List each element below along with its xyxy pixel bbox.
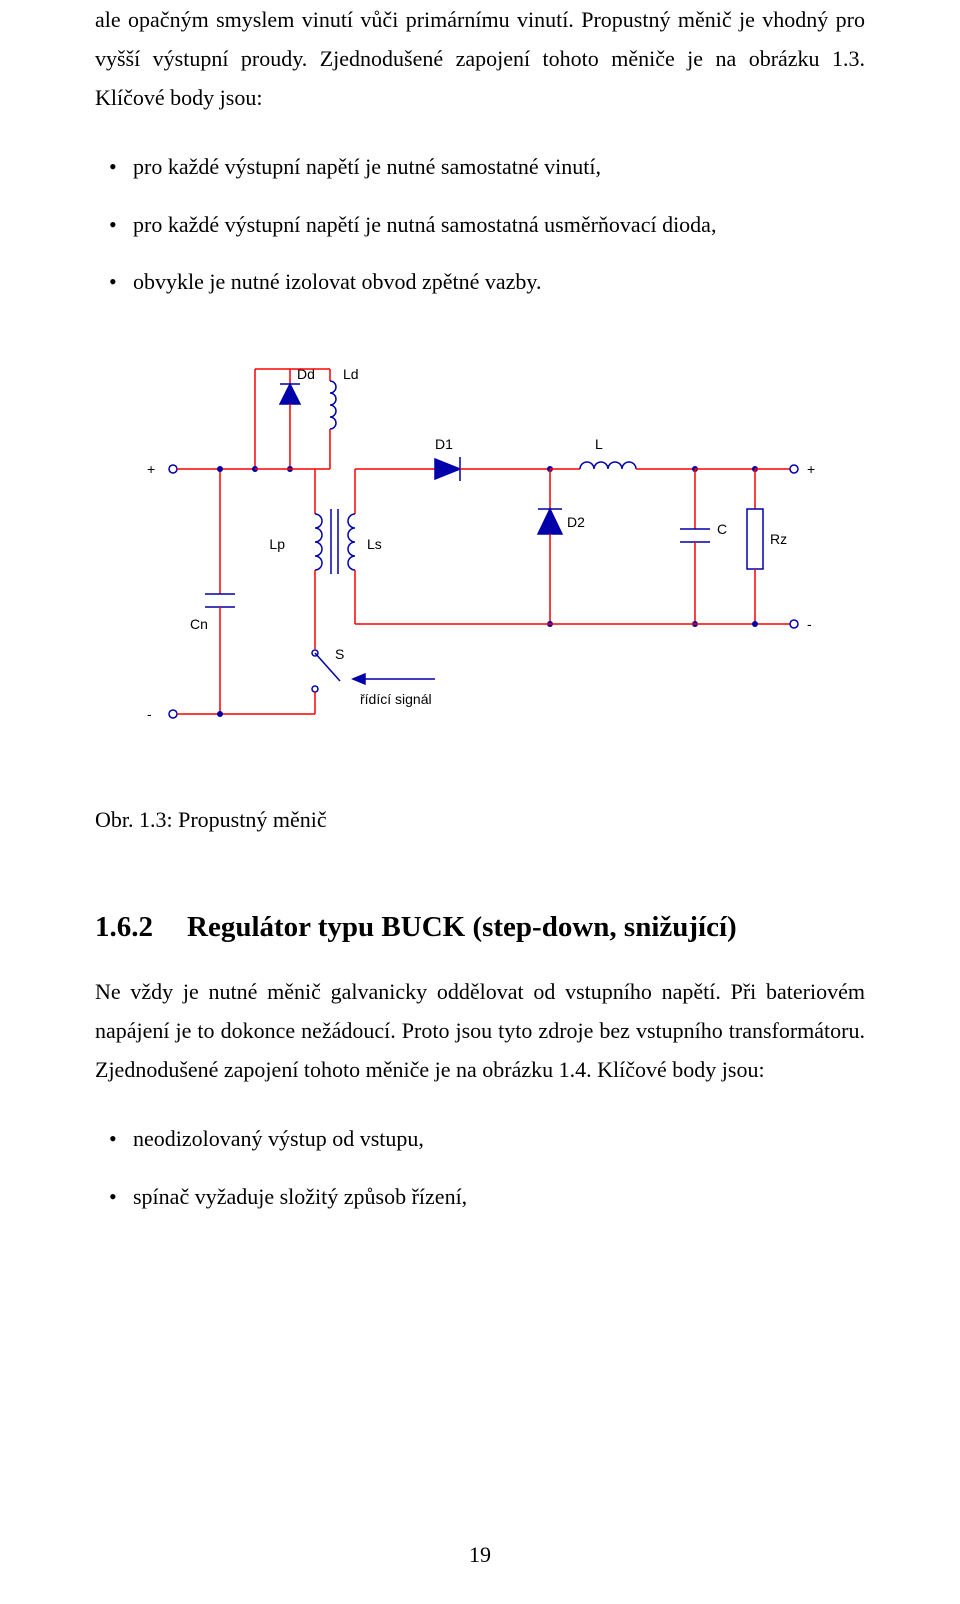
list-item: spínač vyžaduje složitý způsob řízení, [95, 1177, 865, 1216]
section-heading: 1.6.2 Regulátor typu BUCK (step-down, sni… [95, 911, 865, 944]
label-c: C [717, 521, 727, 537]
page: ale opačným smyslem vinutí vůči primární… [0, 0, 960, 1604]
inductor-coil [330, 381, 336, 429]
paragraph-1: ale opačným smyslem vinutí vůči primární… [95, 0, 865, 117]
label-d2: D2 [567, 514, 585, 530]
section-title: Regulátor typu BUCK (step-down, snižujíc… [187, 911, 737, 943]
diode-triangle [280, 384, 300, 404]
list-item: neodizolovaný výstup od vstupu, [95, 1119, 865, 1158]
label-plus-right: + [807, 461, 815, 477]
node-dot [752, 621, 758, 627]
bullet-list-1: pro každé výstupní napětí je nutné samos… [95, 147, 865, 300]
page-number: 19 [0, 1542, 960, 1568]
inductor-coil [315, 514, 322, 570]
terminal [790, 465, 798, 473]
label-s: S [335, 646, 344, 662]
figure: + - Cn Dd [95, 359, 865, 833]
paragraph-2: Ne vždy je nutné měnič galvanicky oddělo… [95, 972, 865, 1089]
diode-triangle [538, 509, 562, 534]
terminal [169, 465, 177, 473]
terminal [790, 620, 798, 628]
label-l: L [595, 436, 603, 452]
label-lp: Lp [269, 536, 285, 552]
arrow-head [353, 674, 365, 684]
label-cn: Cn [190, 616, 208, 632]
bullet-list-2: neodizolovaný výstup od vstupu, spínač v… [95, 1119, 865, 1215]
section-number: 1.6.2 [95, 911, 153, 944]
list-item: pro každé výstupní napětí je nutná samos… [95, 205, 865, 244]
diode-triangle [435, 459, 460, 479]
resistor-body [747, 509, 763, 569]
label-d1: D1 [435, 436, 453, 452]
label-minus-left: - [147, 706, 152, 722]
inductor-coil [580, 462, 636, 469]
list-item: obvykle je nutné izolovat obvod zpětné v… [95, 262, 865, 301]
circuit-diagram: + - Cn Dd [135, 359, 825, 759]
label-signal: řídící signál [360, 691, 432, 707]
figure-caption: Obr. 1.3: Propustný měnič [95, 807, 865, 833]
terminal [169, 710, 177, 718]
switch-contact [312, 686, 318, 692]
label-rz: Rz [770, 531, 787, 547]
inductor-coil [348, 514, 355, 570]
list-item: pro každé výstupní napětí je nutné samos… [95, 147, 865, 186]
label-minus-right: - [807, 616, 812, 632]
node-dot [217, 466, 223, 472]
label-plus-left: + [147, 461, 155, 477]
label-ld: Ld [343, 366, 359, 382]
node-dot [217, 711, 223, 717]
label-ls: Ls [367, 536, 382, 552]
